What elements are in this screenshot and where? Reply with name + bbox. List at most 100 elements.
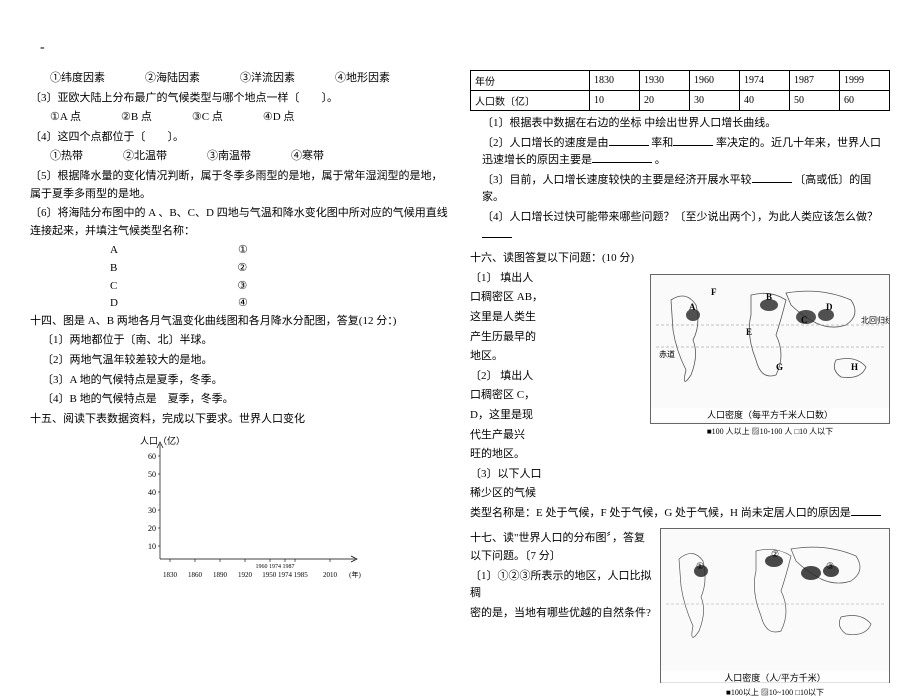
td-50: 50 [789,91,839,111]
svg-text:C: C [801,315,808,325]
match-4: ④ [238,295,248,313]
match-2: ② [237,260,247,278]
svg-text:E: E [746,327,752,337]
q3-options: ①A 点 ②B 点 ③C 点 ④D 点 [30,109,450,127]
question-6: 〔6〕将海陆分布图中的 A 、B、C、D 四地与气温和降水变化图中所对应的气候用… [30,205,450,240]
svg-text:②: ② [771,549,779,559]
blank-r4 [482,227,512,238]
ytick-50: 50 [148,470,156,479]
map1-caption: 人口密度（每平方千米人口数） [651,408,889,421]
xtick-1950: 1950 1974 1985 [262,571,308,579]
r-q1: 〔1〕根据表中数据在右边的坐标 中绘出世界人口增长曲线。 [470,115,890,133]
blank-rate2 [673,135,713,146]
q3-opt-a: ①A 点 [50,109,81,127]
blank-q16 [851,505,881,516]
th-year: 年份 [471,71,590,91]
ytick-40: 40 [148,488,156,497]
map2-caption: 人口密度（人/平方千米） [661,671,889,684]
match-3: ③ [237,278,247,296]
q4-options: ①热带 ②北温带 ③南温带 ④寒带 [30,148,450,166]
th-1974: 1974 [739,71,789,91]
match-row-a: A① [30,242,450,260]
r2d: 。 [655,154,666,166]
th-1930: 1930 [639,71,689,91]
svg-text:D: D [826,302,833,312]
q16-3b: 稀少区的气候 [470,485,890,503]
opt-factor-2: ②海陆因素 [145,70,200,88]
xtick-1830: 1830 [163,571,178,579]
ytick-60: 60 [148,452,156,461]
opt-factor-3: ③洋流因素 [240,70,295,88]
blank-rate1 [609,135,649,146]
match-row-b: B② [30,260,450,278]
r2b: 率和 [651,137,673,149]
world-map-2: ① ② ③ 人口密度（人/平方千米） ■100以上 ▨10~100 □10以下 [660,528,890,683]
q4-opt-1: ①热带 [50,148,83,166]
q14-3: 〔3〕A 地的气候特点是夏季，冬季。 [30,372,450,390]
blank-highlow [752,172,792,183]
q4-opt-2: ②北温带 [123,148,167,166]
q3-opt-d: ④D 点 [263,109,295,127]
page-top-mark: - [40,40,45,56]
r3a: 〔3〕目前，人口增长速度较快的主要是经济开展水平较 [482,174,752,186]
match-1: ① [238,242,248,260]
q16-3a: 〔3〕以下人口 [470,466,890,484]
svg-text:G: G [776,362,783,372]
question-3: 〔3〕亚欧大陆上分布最广的气候类型与哪个地点一样〔 〕。 [30,90,450,108]
match-b: B [110,260,117,278]
table-data-row: 人口数〔亿〕 10 20 30 40 50 60 [471,91,890,111]
q3-opt-b: ②B 点 [121,109,152,127]
chart-y-label: 人口（亿） [140,435,185,446]
question-4: 〔4〕这四个点都位于〔 〕。 [30,129,450,147]
xtick-year: (年) [349,570,361,579]
right-column: 年份 1830 1930 1960 1974 1987 1999 人口数〔亿〕 … [470,70,890,687]
q15-title: 十五、阅读下表数据资料，完成以下要求。世界人口变化 [30,411,450,429]
td-20: 20 [639,91,689,111]
svg-text:H: H [851,362,858,372]
match-d: D [110,295,118,313]
svg-text:①: ① [696,561,704,571]
map2-svg: ① ② ③ [661,529,889,682]
page-container: ①纬度因素 ②海陆因素 ③洋流因素 ④地形因素 〔3〕亚欧大陆上分布最广的气候类… [0,0,920,697]
r2a: 〔2〕人口增长的速度是由 [482,137,609,149]
th-1960: 1960 [689,71,739,91]
q14-1: 〔1〕两地都位于〔南、北〕半球。 [30,332,450,350]
r4-text: 〔4〕人口增长过快可能带来哪些问题？〔至少说出两个〕，为此人类应该怎么做？ [482,211,878,223]
left-column: ①纬度因素 ②海陆因素 ③洋流因素 ④地形因素 〔3〕亚欧大陆上分布最广的气候类… [30,70,450,687]
xtick-mid: 1960 1974 1987 [256,564,295,570]
q14-4: 〔4〕B 地的气候特点是 夏季，冬季。 [30,391,450,409]
tropic-label: 北回归线 [861,315,889,325]
r-q4: 〔4〕人口增长过快可能带来哪些问题？〔至少说出两个〕，为此人类应该怎么做？ [470,209,890,244]
td-40: 40 [739,91,789,111]
blank-reason [592,152,652,163]
r-q2: 〔2〕人口增长的速度是由 率和 率决定的。近几十年来，世界人口迅速增长的原因主要… [470,135,890,170]
svg-text:B: B [766,292,772,302]
xtick-1920: 1920 [238,571,253,579]
q16-2e: 旺的地区。 [470,446,890,464]
td-60: 60 [839,91,889,111]
th-1999: 1999 [839,71,889,91]
q3-opt-c: ③C 点 [192,109,223,127]
th-1987: 1987 [789,71,839,91]
svg-text:A: A [689,302,696,312]
map1-svg: 北回归线 赤道 A B C D E F G H [651,275,889,423]
xtick-1860: 1860 [188,571,203,579]
chart-svg: 人口（亿） 60 50 40 30 20 10 1830 1860 1890 1… [110,434,370,584]
opt-factor-1: ①纬度因素 [50,70,105,88]
match-c: C [110,278,117,296]
td-30: 30 [689,91,739,111]
q16-3c: 类型名称是：E 处于气候，F 处于气候，G 处于气候，H 尚未定居人口的原因是 [470,505,890,523]
match-a: A [110,242,118,260]
map2-legend: ■100以上 ▨10~100 □10以下 [661,687,889,698]
match-row-c: C③ [30,278,450,296]
q14-title: 十四、图是 A、B 两地各月气温变化曲线图和各月降水分配图，答复(12 分：) [30,313,450,331]
ytick-30: 30 [148,506,156,515]
factor-options: ①纬度因素 ②海陆因素 ③洋流因素 ④地形因素 [30,70,450,88]
match-row-d: D④ [30,295,450,313]
ytick-10: 10 [148,542,156,551]
table-header-row: 年份 1830 1930 1960 1974 1987 1999 [471,71,890,91]
q16-3c-text: 类型名称是：E 处于气候，F 处于气候，G 处于气候，H 尚未定居人口的原因是 [470,507,851,519]
q4-opt-3: ③南温带 [207,148,251,166]
td-10: 10 [589,91,639,111]
td-label: 人口数〔亿〕 [471,91,590,111]
